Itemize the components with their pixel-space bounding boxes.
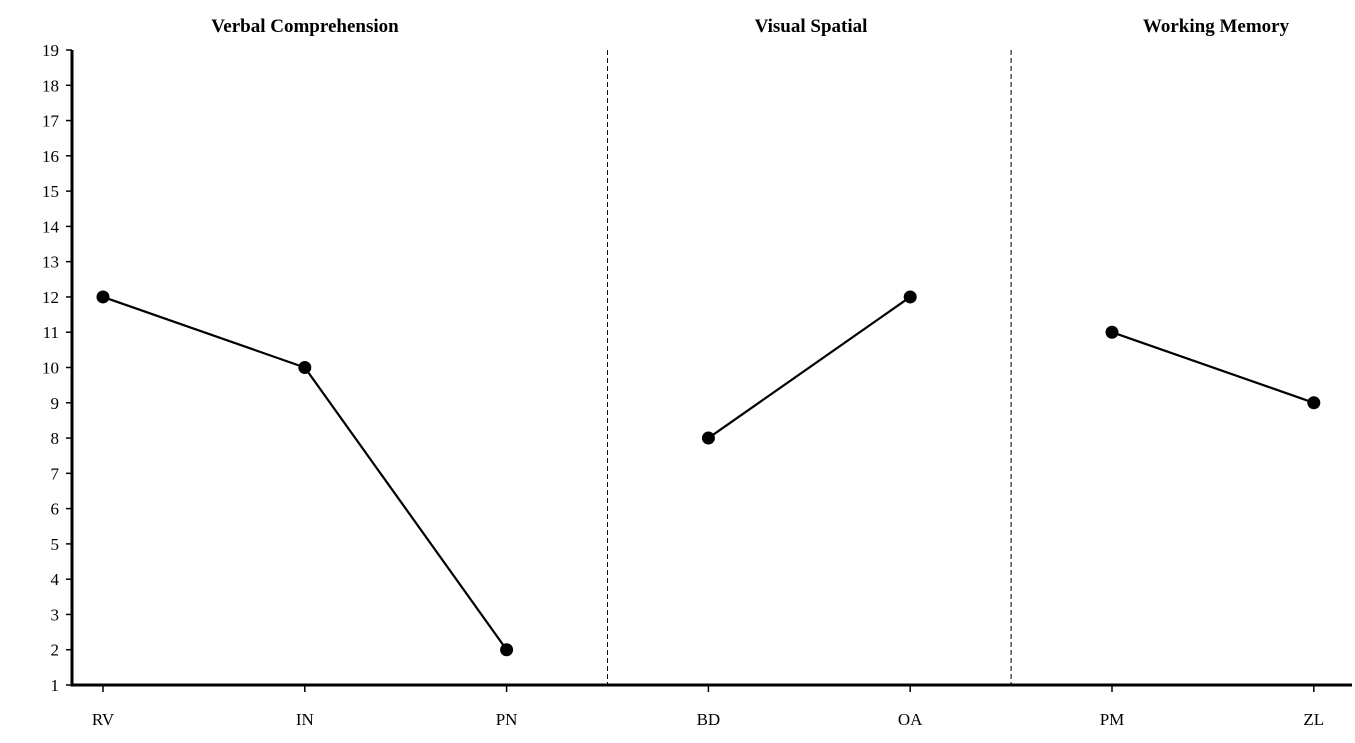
x-tick-label-rv: RV (92, 710, 115, 729)
series-line-visual-spatial (707, 296, 911, 439)
y-tick-label: 7 (51, 464, 60, 483)
group-title-working-memory: Working Memory (1143, 16, 1290, 37)
data-point-in (298, 361, 312, 374)
y-tick-label: 15 (42, 182, 59, 201)
y-tick-label: 14 (42, 217, 60, 236)
y-tick-label: 10 (42, 359, 59, 378)
x-tick-label-zl: ZL (1303, 710, 1324, 729)
y-tick-label: 11 (43, 323, 59, 342)
x-tick-label-bd: BD (697, 710, 721, 729)
y-tick-label: 12 (42, 288, 59, 307)
group-title-verbal-comprehension: Verbal Comprehension (211, 16, 399, 37)
data-point-pm (1105, 325, 1119, 339)
y-tick-label: 18 (42, 76, 59, 95)
x-tick-labels: RV IN PN BD OA PM ZL (92, 685, 1324, 729)
data-point-bd (701, 431, 715, 445)
y-tick-label: 17 (42, 112, 60, 131)
y-tick-label: 19 (42, 41, 59, 60)
x-tick-label-in: IN (296, 710, 314, 729)
group-dividers (607, 50, 1012, 685)
data-points (96, 290, 1321, 657)
y-tick-label: 16 (42, 147, 59, 166)
data-point-zl (1307, 396, 1321, 410)
x-tick-label-pn: PN (496, 710, 518, 729)
y-tick-label: 5 (51, 535, 60, 554)
group-title-visual-spatial: Visual Spatial (755, 16, 868, 37)
y-tick-label: 6 (51, 500, 60, 519)
x-tick-label-pm: PM (1100, 710, 1125, 729)
data-point-oa (903, 290, 917, 304)
y-tick-label: 1 (51, 676, 60, 695)
y-tick-label: 13 (42, 253, 59, 272)
data-point-rv (96, 290, 110, 304)
data-point-pn (500, 643, 514, 657)
x-tick-label-oa: OA (898, 710, 923, 729)
y-tick-label: 3 (51, 605, 60, 624)
series-lines (102, 295, 1315, 651)
series-line-verbal-comprehension (102, 295, 508, 651)
group-titles: Verbal Comprehension Visual Spatial Workin… (211, 16, 1289, 37)
axes (70, 50, 1352, 687)
y-tick-label: 8 (51, 429, 60, 448)
y-tick-label: 4 (51, 570, 60, 589)
y-tick-label: 2 (51, 641, 60, 660)
series-line-working-memory (1111, 331, 1315, 404)
y-tick-label: 9 (51, 394, 60, 413)
